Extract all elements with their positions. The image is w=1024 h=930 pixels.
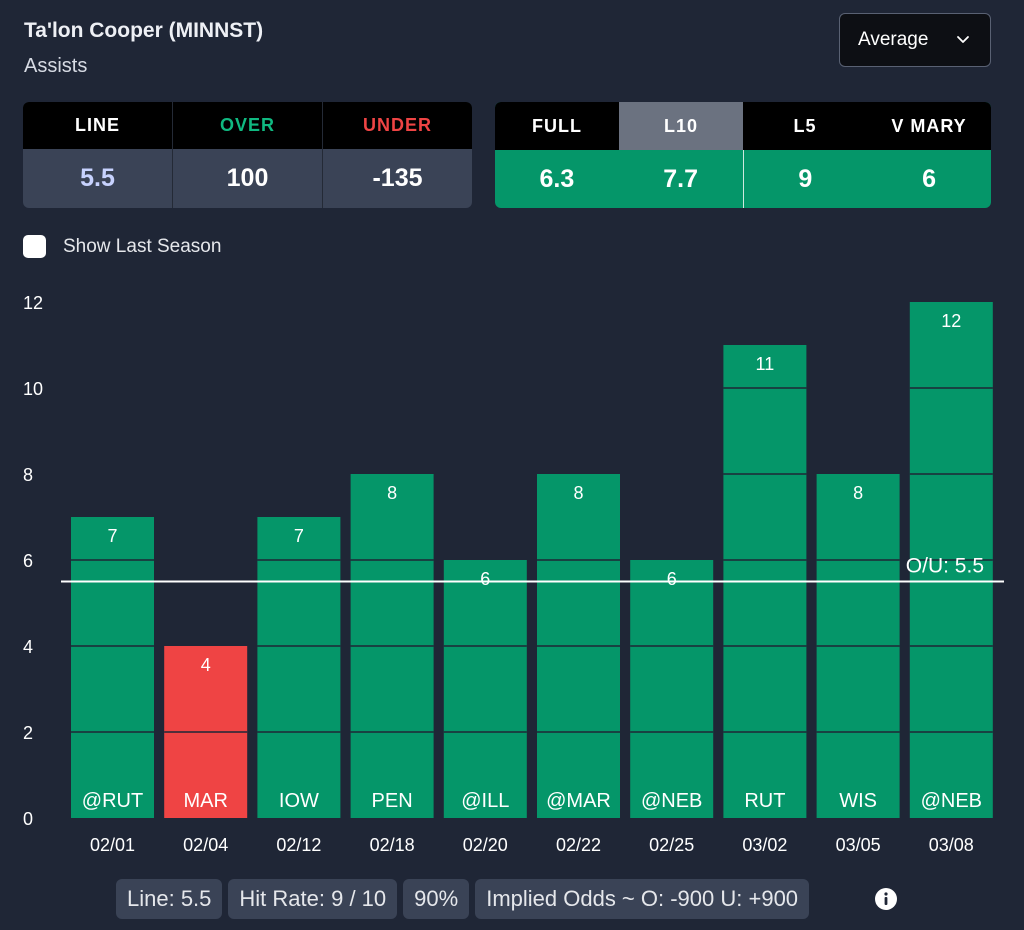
y-tick-label: 12 [23, 293, 43, 313]
x-tick-label: 02/18 [370, 835, 415, 855]
full-average: 6.3 [539, 164, 575, 193]
bar-opponent-label: IOW [279, 790, 319, 812]
tab-l5[interactable]: L5 [793, 115, 817, 136]
dropdown-value: Average [858, 29, 929, 50]
bar-opponent-label: @RUT [82, 790, 143, 812]
summary-footer: Line: 5.5 Hit Rate: 9 / 10 90% Implied O… [116, 879, 810, 919]
bar-value-label: 7 [107, 526, 117, 546]
chevron-down-icon [957, 36, 969, 43]
x-tick-label: 02/12 [276, 835, 321, 855]
stat-subtitle: Assists [24, 55, 88, 77]
odds-table: LINE OVER UNDER 5.5 100 -135 [23, 102, 472, 208]
bar-value-label: 8 [573, 483, 583, 503]
bar-value-label: 8 [387, 483, 397, 503]
y-tick-label: 6 [23, 551, 33, 571]
bar [630, 560, 714, 818]
bar-opponent-label: PEN [372, 790, 413, 812]
x-tick-label: 02/01 [90, 835, 135, 855]
bar-value-label: 12 [941, 311, 961, 331]
average-dropdown[interactable]: Average [839, 13, 991, 67]
averages-table: FULL L10 L5 V MARY 6.3 7.7 9 6 [495, 102, 991, 208]
bar [71, 517, 154, 818]
bar-opponent-label: @ILL [461, 790, 509, 812]
y-tick-label: 4 [23, 637, 33, 657]
y-tick-label: 10 [23, 379, 43, 399]
over-under-label: O/U: 5.5 [906, 555, 984, 578]
hit-percent-pill: 90% [403, 879, 470, 919]
tab-l10[interactable]: L10 [619, 102, 743, 150]
bar-value-label: 4 [201, 655, 211, 675]
over-header: OVER [173, 102, 323, 149]
bar-opponent-label: MAR [183, 790, 227, 812]
l10-average: 7.7 [663, 164, 698, 193]
line-value: 5.5 [23, 149, 173, 208]
y-tick-label: 0 [23, 809, 33, 829]
bar-opponent-label: @MAR [546, 790, 611, 812]
x-tick-label: 02/25 [649, 835, 694, 855]
x-tick-label: 02/04 [183, 835, 228, 855]
line-header: LINE [23, 102, 173, 149]
bar-opponent-label: @NEB [641, 790, 702, 812]
bar-value-label: 8 [853, 483, 863, 503]
bar [257, 517, 341, 818]
hit-rate-pill: Hit Rate: 9 / 10 [228, 879, 398, 919]
show-last-season-checkbox[interactable] [23, 235, 46, 258]
bar [443, 560, 527, 818]
x-tick-label: 03/08 [929, 835, 974, 855]
assists-bar-chart: 0 2 4 6 8 10 12 7 @RUT 02/01 4 MAR 02/04 7 IOW 02/12 8 PE… [23, 293, 1004, 855]
player-title: Ta'lon Cooper (MINNST) [24, 19, 264, 42]
x-tick-label: 03/05 [836, 835, 881, 855]
v-mary-average: 6 [922, 164, 937, 193]
x-tick-label: 02/20 [463, 835, 508, 855]
tab-full[interactable]: FULL [532, 115, 582, 136]
line-pill: Line: 5.5 [116, 879, 223, 919]
bar-value-label: 7 [294, 526, 304, 546]
bar-opponent-label: RUT [744, 790, 785, 812]
bar-value-label: 6 [480, 569, 490, 589]
under-header: UNDER [362, 115, 432, 135]
bar-value-label: 11 [756, 354, 775, 374]
x-tick-label: 03/02 [742, 835, 787, 855]
show-last-season-toggle[interactable]: Show Last Season [23, 235, 221, 258]
bar-value-label: 6 [667, 569, 677, 589]
y-tick-label: 2 [23, 723, 33, 743]
bar-opponent-label: @NEB [921, 790, 982, 812]
under-value: -135 [372, 164, 423, 192]
info-icon[interactable] [874, 887, 898, 911]
tab-v-mary[interactable]: V MARY [891, 115, 967, 136]
show-last-season-label: Show Last Season [63, 235, 222, 257]
y-tick-label: 8 [23, 465, 33, 485]
bar-opponent-label: WIS [839, 790, 877, 812]
x-tick-label: 02/22 [556, 835, 601, 855]
over-value: 100 [173, 149, 323, 208]
l5-average: 9 [742, 150, 868, 208]
implied-odds-pill: Implied Odds ~ O: -900 U: +900 [475, 879, 810, 919]
